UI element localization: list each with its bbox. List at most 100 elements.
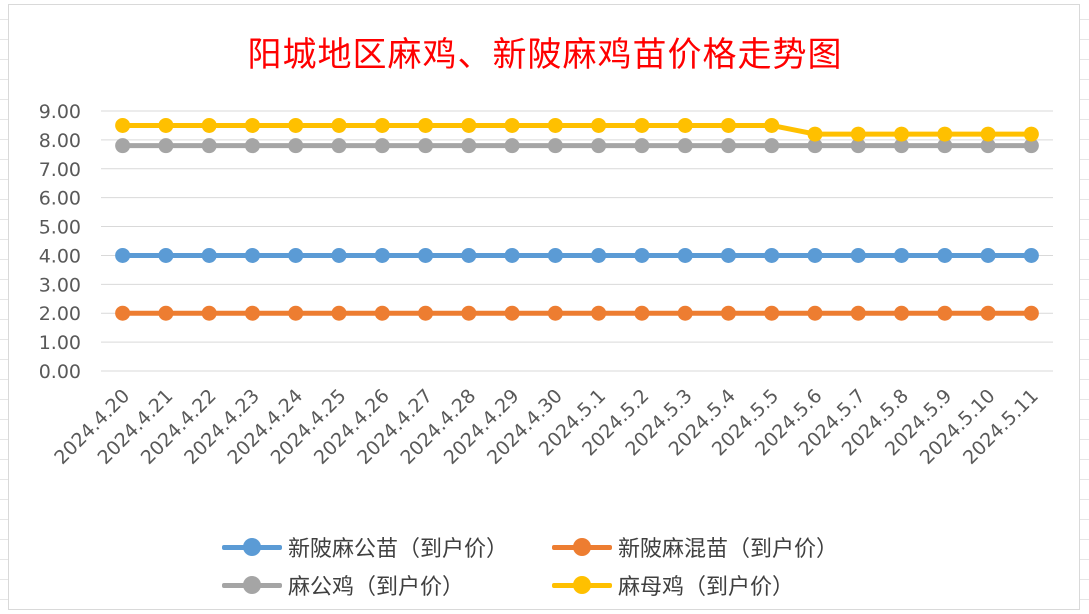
data-point[interactable] — [1023, 126, 1039, 142]
data-point[interactable] — [634, 305, 650, 321]
data-point[interactable] — [764, 138, 780, 154]
data-point[interactable] — [764, 247, 780, 263]
data-point[interactable] — [591, 247, 607, 263]
data-point[interactable] — [634, 138, 650, 154]
data-point[interactable] — [418, 247, 434, 263]
data-point[interactable] — [1023, 138, 1039, 154]
legend-item[interactable]: 麻公鸡（到户价） — [222, 569, 464, 601]
data-point[interactable] — [374, 305, 390, 321]
y-tick-label: 8.00 — [39, 130, 81, 152]
legend-item[interactable]: 麻母鸡（到户价） — [552, 569, 794, 601]
data-point[interactable] — [418, 305, 434, 321]
data-point[interactable] — [461, 138, 477, 154]
data-point[interactable] — [374, 117, 390, 133]
chart-area[interactable]: 阳城地区麻鸡、新陂麻鸡苗价格走势图 0.00 1.00 2.00 3.00 4.00 5.… — [8, 4, 1080, 610]
data-point[interactable] — [591, 117, 607, 133]
data-point[interactable] — [720, 247, 736, 263]
data-point[interactable] — [591, 138, 607, 154]
y-tick-label: 0.00 — [39, 361, 81, 383]
data-point[interactable] — [374, 247, 390, 263]
data-point[interactable] — [115, 247, 131, 263]
data-point[interactable] — [244, 305, 260, 321]
data-point[interactable] — [504, 247, 520, 263]
data-point[interactable] — [158, 247, 174, 263]
data-point[interactable] — [461, 117, 477, 133]
data-point[interactable] — [331, 117, 347, 133]
data-point[interactable] — [331, 247, 347, 263]
data-point[interactable] — [807, 126, 823, 142]
data-point[interactable] — [201, 117, 217, 133]
data-point[interactable] — [418, 138, 434, 154]
data-point[interactable] — [591, 305, 607, 321]
data-point[interactable] — [288, 305, 304, 321]
data-point[interactable] — [244, 247, 260, 263]
data-point[interactable] — [547, 117, 563, 133]
data-point[interactable] — [937, 138, 953, 154]
data-point[interactable] — [244, 138, 260, 154]
data-point[interactable] — [894, 305, 910, 321]
data-point[interactable] — [201, 247, 217, 263]
data-point[interactable] — [461, 305, 477, 321]
data-point[interactable] — [850, 305, 866, 321]
data-point[interactable] — [720, 117, 736, 133]
data-point[interactable] — [115, 305, 131, 321]
data-point[interactable] — [677, 138, 693, 154]
data-point[interactable] — [807, 305, 823, 321]
data-point[interactable] — [677, 247, 693, 263]
data-point[interactable] — [850, 247, 866, 263]
data-point[interactable] — [980, 247, 996, 263]
data-point[interactable] — [677, 305, 693, 321]
data-point[interactable] — [764, 305, 780, 321]
data-point[interactable] — [547, 247, 563, 263]
data-point[interactable] — [937, 247, 953, 263]
chart-title: 阳城地区麻鸡、新陂麻鸡苗价格走势图 — [247, 35, 843, 75]
data-point[interactable] — [288, 138, 304, 154]
data-point[interactable] — [980, 305, 996, 321]
legend-item[interactable]: 新陂麻混苗（到户价） — [552, 531, 838, 563]
data-point[interactable] — [764, 117, 780, 133]
data-point[interactable] — [894, 247, 910, 263]
data-point[interactable] — [115, 117, 131, 133]
data-point[interactable] — [547, 138, 563, 154]
data-point[interactable] — [850, 138, 866, 154]
y-tick-label: 9.00 — [39, 101, 81, 123]
data-point[interactable] — [158, 138, 174, 154]
data-point[interactable] — [244, 117, 260, 133]
data-point[interactable] — [158, 117, 174, 133]
series-line-3[interactable] — [120, 122, 1034, 137]
data-point[interactable] — [980, 138, 996, 154]
legend-label: 新陂麻混苗（到户价） — [618, 537, 839, 562]
legend-item[interactable]: 新陂麻公苗（到户价） — [222, 531, 508, 563]
data-point[interactable] — [504, 305, 520, 321]
data-point[interactable] — [288, 247, 304, 263]
data-point[interactable] — [504, 138, 520, 154]
data-point[interactable] — [288, 117, 304, 133]
data-point[interactable] — [504, 117, 520, 133]
data-point[interactable] — [158, 305, 174, 321]
data-point[interactable] — [807, 138, 823, 154]
data-point[interactable] — [720, 138, 736, 154]
data-point[interactable] — [115, 138, 131, 154]
data-point[interactable] — [937, 126, 953, 142]
data-point[interactable] — [807, 247, 823, 263]
data-point[interactable] — [1023, 247, 1039, 263]
data-point[interactable] — [894, 138, 910, 154]
data-point[interactable] — [1023, 305, 1039, 321]
data-point[interactable] — [547, 305, 563, 321]
data-point[interactable] — [720, 305, 736, 321]
data-point[interactable] — [677, 117, 693, 133]
data-point[interactable] — [634, 247, 650, 263]
data-point[interactable] — [850, 126, 866, 142]
data-point[interactable] — [937, 305, 953, 321]
data-point[interactable] — [201, 138, 217, 154]
legend-label: 麻公鸡（到户价） — [288, 575, 465, 600]
data-point[interactable] — [461, 247, 477, 263]
data-point[interactable] — [980, 126, 996, 142]
data-point[interactable] — [418, 117, 434, 133]
data-point[interactable] — [331, 305, 347, 321]
data-point[interactable] — [331, 138, 347, 154]
data-point[interactable] — [634, 117, 650, 133]
data-point[interactable] — [201, 305, 217, 321]
data-point[interactable] — [374, 138, 390, 154]
data-point[interactable] — [894, 126, 910, 142]
